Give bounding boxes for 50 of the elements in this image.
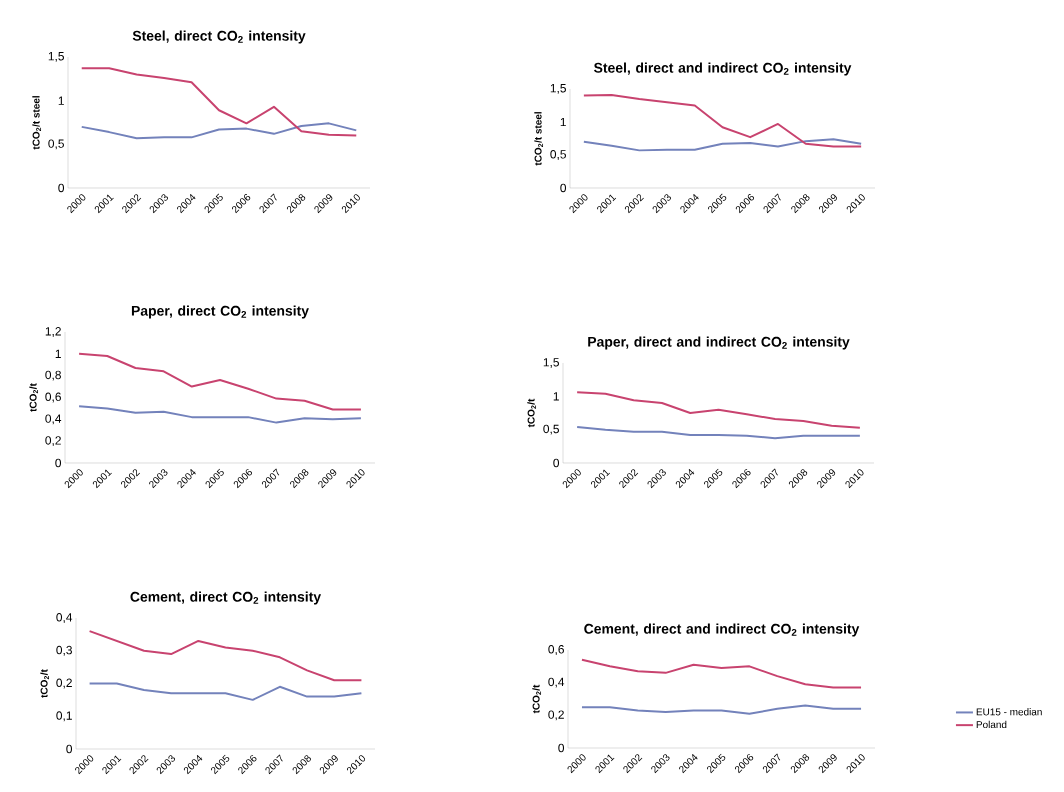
y-tick-label: 0,5: [550, 150, 566, 160]
line-series: [582, 93, 863, 148]
y-tick-label: 0,6: [45, 392, 61, 403]
line-series: [80, 67, 358, 137]
y-tick-label: 0: [553, 458, 560, 468]
y-axis-title: tCO$_{2}$/t: [527, 398, 537, 428]
chart-title: Steel, direct CO$_{2}$ intensity: [132, 30, 306, 44]
y-axis-title: tCO$_{2}$/t steel: [534, 112, 544, 166]
y-axis-title: tCO$_{2}$/t: [40, 669, 50, 698]
y-tick-label: 0,2: [45, 436, 61, 447]
line-series: [580, 658, 863, 689]
y-tick-label: 0,3: [56, 645, 72, 656]
y-tick-label: 1: [560, 117, 566, 127]
chart-title: Paper, direct CO$_{2}$ intensity: [131, 305, 309, 319]
y-axis-title: tCO$_{2}$/t: [532, 684, 542, 714]
y-tick-label: 0: [55, 458, 62, 468]
legend-label: Poland: [976, 720, 1007, 729]
y-axis-title: tCO$_{2}$/t: [29, 383, 39, 412]
y-tick-label: 1,5: [543, 358, 559, 368]
y-tick-label: 0,6: [548, 645, 564, 655]
y-tick-label: 0: [558, 743, 565, 753]
chart-title: Paper, direct and indirect CO$_{2}$ intensity: [588, 336, 850, 350]
line-series: [582, 138, 863, 152]
y-tick-label: 0,5: [48, 139, 64, 150]
y-tick-label: 0,8: [45, 370, 61, 381]
line-series: [580, 704, 863, 715]
y-tick-label: 0: [66, 744, 73, 754]
y-tick-label: 1,5: [550, 84, 566, 94]
y-tick-label: 0,4: [548, 677, 565, 688]
y-tick-label: 0: [58, 183, 65, 193]
chart-title: Steel, direct and indirect CO$_{2}$ intensity: [594, 62, 852, 76]
y-tick-label: 0,2: [548, 710, 564, 721]
y-tick-label: 1,2: [45, 327, 61, 337]
y-tick-label: 0: [560, 183, 567, 193]
y-tick-label: 0,4: [56, 613, 73, 623]
y-tick-label: 0,5: [543, 424, 559, 435]
y-tick-label: 1: [58, 96, 64, 105]
chart-title: Cement, direct and indirect CO$_{2}$ intensity: [584, 623, 860, 637]
y-tick-label: 1,5: [48, 52, 64, 62]
y-tick-label: 0,4: [45, 414, 62, 425]
y-tick-label: 1: [55, 349, 61, 358]
line-series: [78, 352, 362, 411]
y-tick-label: 1: [553, 392, 559, 401]
chart-title: Cement, direct CO$_{2}$ intensity: [130, 591, 322, 605]
line-series: [80, 122, 358, 140]
y-tick-label: 0,1: [56, 711, 72, 722]
legend-label: EU15 - median: [976, 708, 1042, 716]
y-tick-label: 0,2: [56, 678, 72, 689]
line-series: [576, 391, 861, 429]
y-axis-title: tCO$_{2}$/t steel: [32, 96, 42, 150]
